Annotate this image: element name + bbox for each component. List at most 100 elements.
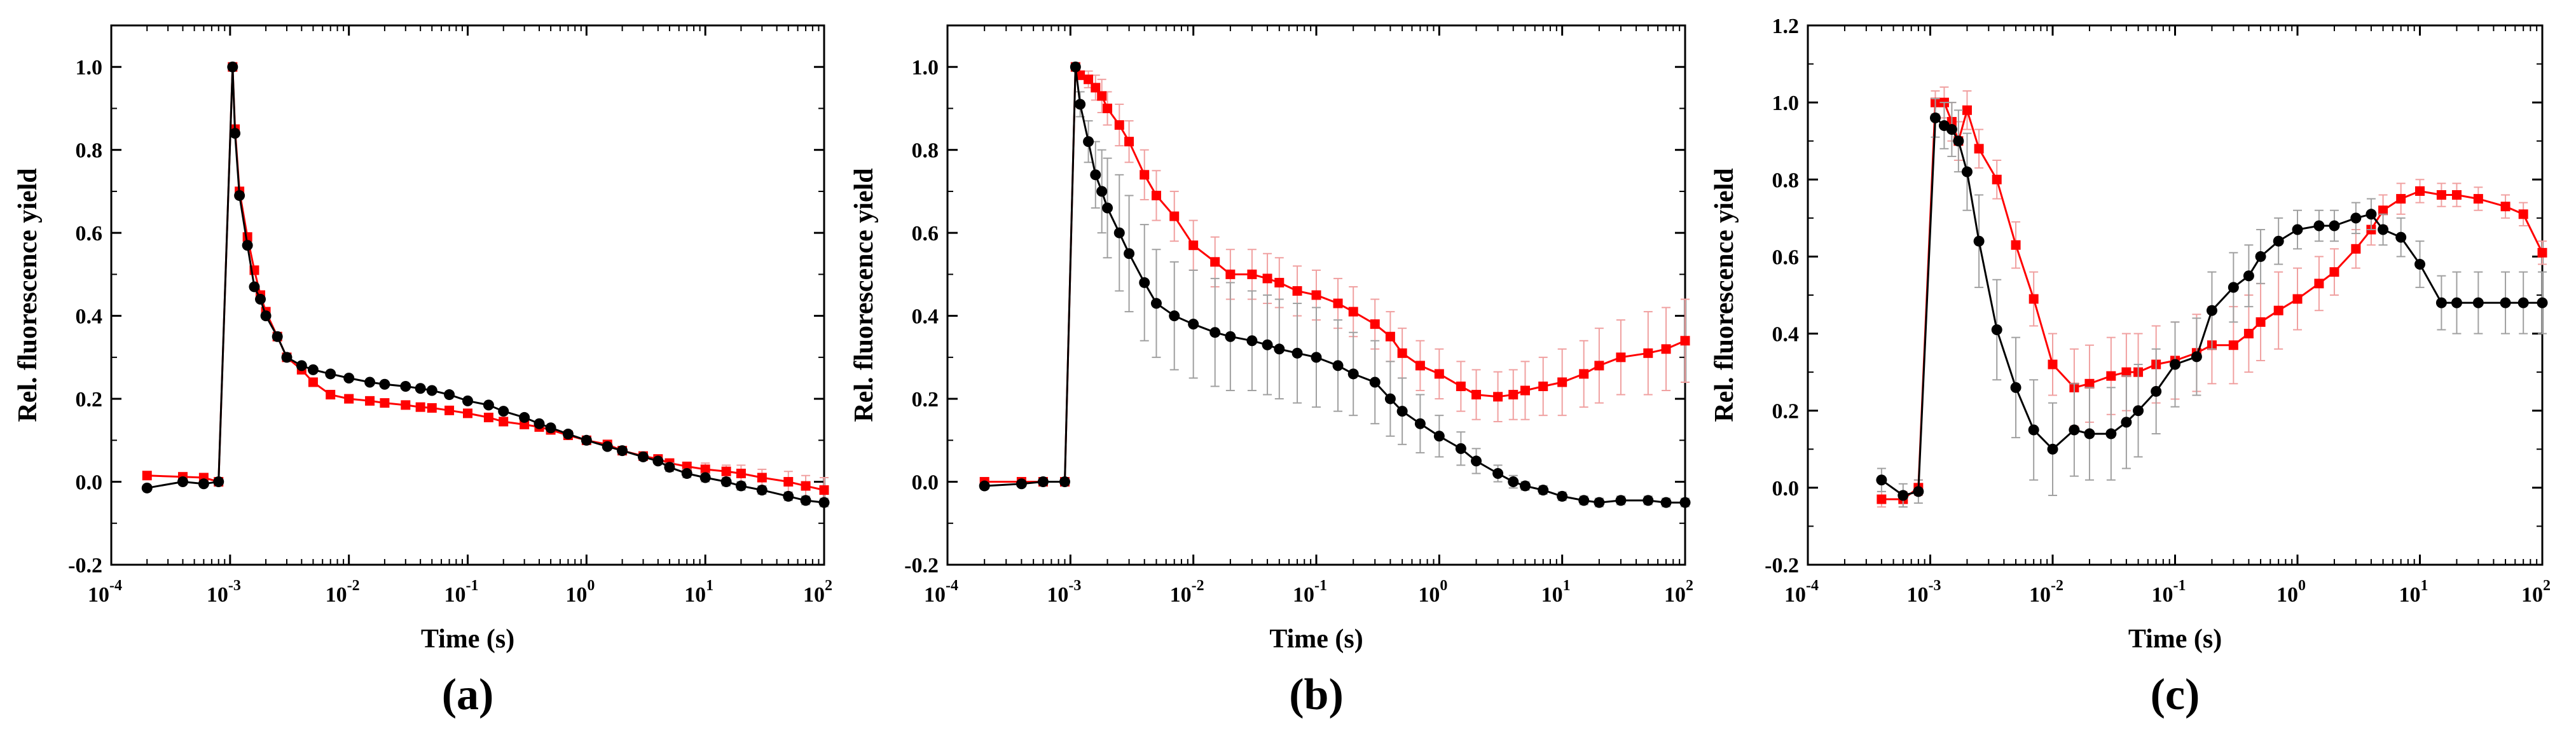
data-point bbox=[1370, 319, 1380, 329]
data-point bbox=[2351, 244, 2361, 254]
data-point bbox=[1992, 174, 2002, 184]
data-point bbox=[1508, 476, 1519, 488]
data-point bbox=[2243, 270, 2254, 282]
data-point bbox=[1557, 490, 1568, 502]
x-tick-exponent: -2 bbox=[347, 577, 360, 594]
x-tick-mantissa: 10 bbox=[2029, 583, 2051, 607]
data-point bbox=[1929, 112, 1941, 123]
data-point bbox=[819, 485, 829, 495]
data-point bbox=[308, 377, 318, 387]
data-point bbox=[2292, 294, 2303, 304]
data-point bbox=[483, 399, 494, 411]
data-point bbox=[1877, 494, 1887, 504]
data-point bbox=[400, 381, 411, 392]
data-point bbox=[1311, 352, 1322, 363]
y-axis-title: Rel. fluorescence yield bbox=[850, 168, 879, 422]
data-point bbox=[1384, 393, 1396, 404]
data-point bbox=[1579, 369, 1589, 379]
y-tick-label: 0.0 bbox=[76, 471, 103, 495]
data-point bbox=[255, 294, 266, 305]
data-point bbox=[260, 310, 272, 322]
x-tick-label: 10-2 bbox=[326, 577, 360, 607]
y-tick-label: 0.6 bbox=[76, 222, 103, 245]
series-black bbox=[141, 61, 830, 508]
x-tick-label: 10-3 bbox=[1047, 577, 1081, 607]
x-tick-mantissa: 10 bbox=[1170, 583, 1192, 607]
series-red bbox=[1877, 86, 2547, 508]
panel-label: (c) bbox=[2151, 670, 2200, 719]
data-point bbox=[1946, 124, 1957, 135]
data-point bbox=[462, 395, 473, 406]
data-point bbox=[296, 360, 307, 371]
data-point bbox=[2329, 267, 2339, 277]
data-point bbox=[141, 482, 153, 494]
data-point bbox=[380, 398, 390, 408]
y-tick-label: 0.4 bbox=[912, 305, 939, 329]
data-point bbox=[198, 478, 209, 490]
data-point bbox=[2378, 224, 2389, 235]
data-point bbox=[234, 190, 245, 201]
data-point bbox=[142, 471, 152, 481]
data-point bbox=[230, 128, 241, 139]
data-point bbox=[1492, 467, 1504, 479]
data-point bbox=[1643, 348, 1653, 358]
data-point bbox=[2500, 297, 2511, 308]
x-tick-exponent: -3 bbox=[1068, 577, 1081, 594]
x-tick-exponent: -1 bbox=[1314, 577, 1327, 594]
x-tick-exponent: 0 bbox=[1440, 577, 1447, 594]
x-tick-mantissa: 10 bbox=[2521, 583, 2543, 607]
x-tick-mantissa: 10 bbox=[1541, 583, 1563, 607]
y-tick-label: 1.2 bbox=[1772, 15, 1800, 38]
data-point bbox=[426, 385, 437, 396]
data-point bbox=[1415, 361, 1425, 371]
x-tick-exponent: -4 bbox=[946, 577, 958, 594]
data-point bbox=[2047, 443, 2058, 455]
data-point bbox=[379, 378, 390, 390]
data-point bbox=[227, 61, 238, 73]
data-point bbox=[1102, 202, 1113, 214]
x-tick-label: 101 bbox=[1541, 577, 1571, 607]
data-point bbox=[444, 405, 455, 415]
data-point bbox=[272, 331, 283, 342]
series-line bbox=[1881, 101, 2544, 501]
data-point bbox=[2243, 329, 2254, 339]
x-tick-label: 102 bbox=[803, 577, 832, 607]
data-point bbox=[602, 441, 613, 452]
data-point bbox=[534, 418, 545, 429]
x-tick-exponent: 2 bbox=[825, 577, 832, 594]
data-point bbox=[1083, 136, 1094, 148]
x-axis-title: Time (s) bbox=[2128, 625, 2222, 654]
x-tick-label: 10-4 bbox=[924, 577, 958, 607]
data-point bbox=[1397, 348, 1407, 358]
x-tick-label: 10-4 bbox=[1784, 577, 1819, 607]
panel-label: (b) bbox=[1289, 670, 1344, 719]
x-tick-exponent: 0 bbox=[587, 577, 595, 594]
x-tick-mantissa: 10 bbox=[684, 583, 706, 607]
data-point bbox=[325, 368, 336, 380]
x-tick-exponent: -4 bbox=[109, 577, 122, 594]
x-tick-label: 100 bbox=[565, 577, 595, 607]
data-point bbox=[1070, 61, 1081, 73]
x-tick-label: 10-2 bbox=[1170, 577, 1204, 607]
x-tick-mantissa: 10 bbox=[1664, 583, 1686, 607]
data-point bbox=[1434, 369, 1444, 379]
data-point bbox=[1898, 490, 1909, 501]
data-point bbox=[1169, 310, 1180, 322]
x-tick-label: 100 bbox=[2276, 577, 2306, 607]
data-point bbox=[1396, 406, 1408, 417]
data-point bbox=[2273, 305, 2283, 315]
y-tick-label: -0.2 bbox=[904, 554, 939, 577]
data-point bbox=[2228, 282, 2239, 293]
data-point bbox=[2435, 297, 2447, 308]
data-point bbox=[1973, 235, 1985, 247]
data-point bbox=[1114, 120, 1124, 130]
data-point bbox=[1097, 91, 1107, 101]
x-tick-mantissa: 10 bbox=[924, 583, 946, 607]
data-point bbox=[1616, 352, 1626, 363]
x-tick-mantissa: 10 bbox=[444, 583, 466, 607]
data-point bbox=[1274, 343, 1285, 355]
y-tick-label: 0.6 bbox=[912, 222, 939, 245]
y-tick-label: 1.0 bbox=[76, 56, 103, 79]
data-point bbox=[307, 364, 319, 375]
data-point bbox=[1347, 368, 1359, 380]
